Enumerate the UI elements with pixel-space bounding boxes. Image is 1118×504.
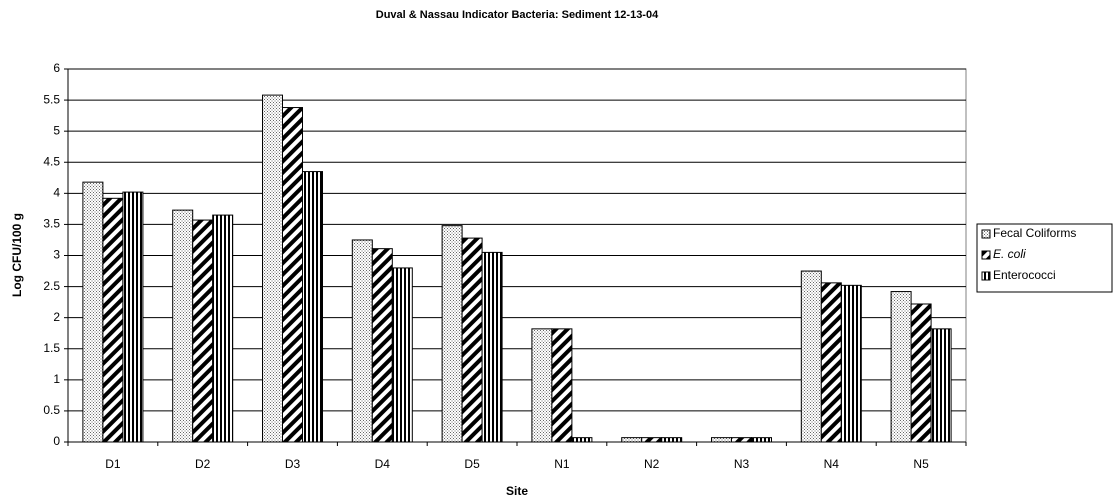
bar	[890, 291, 912, 443]
bar	[551, 328, 573, 443]
x-tick-label: N4	[824, 457, 840, 471]
bar	[820, 282, 842, 443]
bar	[391, 267, 413, 443]
y-tick-label: 3	[53, 248, 60, 262]
x-tick-label: N5	[913, 457, 929, 471]
y-axis-title: Log CFU/100 g	[10, 213, 24, 297]
legend-swatch	[981, 271, 991, 281]
y-tick-label: 6	[53, 61, 60, 75]
legend-label: Fecal Coliforms	[993, 226, 1076, 240]
bar	[192, 219, 214, 443]
bar	[441, 225, 463, 443]
y-tick-label: 2	[53, 310, 60, 324]
bar	[751, 437, 772, 443]
bar	[930, 328, 952, 443]
bar	[371, 248, 393, 443]
y-tick-label: 1.5	[43, 341, 60, 355]
bar	[461, 237, 483, 443]
legend-swatch	[981, 229, 991, 239]
y-tick-label: 0.5	[43, 403, 60, 417]
legend-label: Enterococci	[993, 268, 1056, 282]
bar	[212, 214, 234, 443]
x-tick-label: N1	[554, 457, 570, 471]
x-axis-title: Site	[506, 484, 528, 498]
x-tick-label: N3	[734, 457, 750, 471]
bar	[661, 437, 683, 443]
bar	[351, 239, 373, 443]
bar	[172, 209, 194, 443]
bar	[731, 437, 752, 443]
legend-box	[976, 223, 1113, 293]
bar	[282, 107, 303, 443]
bar	[641, 437, 663, 443]
bar	[910, 303, 932, 443]
bar	[621, 437, 643, 443]
y-tick-label: 4	[53, 186, 60, 200]
x-tick-label: D5	[464, 457, 480, 471]
x-tick-label: D4	[375, 457, 391, 471]
legend: Fecal Coliforms E. coli Enterococci	[976, 223, 1113, 293]
y-tick-label: 4.5	[43, 154, 60, 168]
legend-swatch	[981, 250, 991, 260]
y-tick-label: 5.5	[43, 92, 60, 106]
x-tick-label: D2	[195, 457, 211, 471]
legend-label: E. coli	[993, 247, 1026, 261]
bar	[481, 251, 503, 443]
y-tick-label: 0	[53, 434, 60, 448]
bar	[262, 94, 283, 443]
bar	[840, 284, 862, 443]
bar	[571, 437, 593, 443]
y-tick-label: 1	[53, 372, 60, 386]
y-tick-label: 3.5	[43, 217, 60, 231]
bar	[302, 171, 323, 443]
bar	[122, 191, 144, 443]
x-tick-label: D1	[105, 457, 121, 471]
chart-title: Duval & Nassau Indicator Bacteria: Sedim…	[376, 9, 659, 21]
bar	[711, 437, 732, 443]
y-tick-label: 5	[53, 123, 60, 137]
y-tick-label: 2.5	[43, 279, 60, 293]
x-tick-label: D3	[285, 457, 301, 471]
bar	[102, 197, 124, 443]
bar	[800, 270, 822, 443]
x-tick-label: N2	[644, 457, 660, 471]
bar	[82, 181, 104, 443]
bar	[531, 328, 553, 443]
